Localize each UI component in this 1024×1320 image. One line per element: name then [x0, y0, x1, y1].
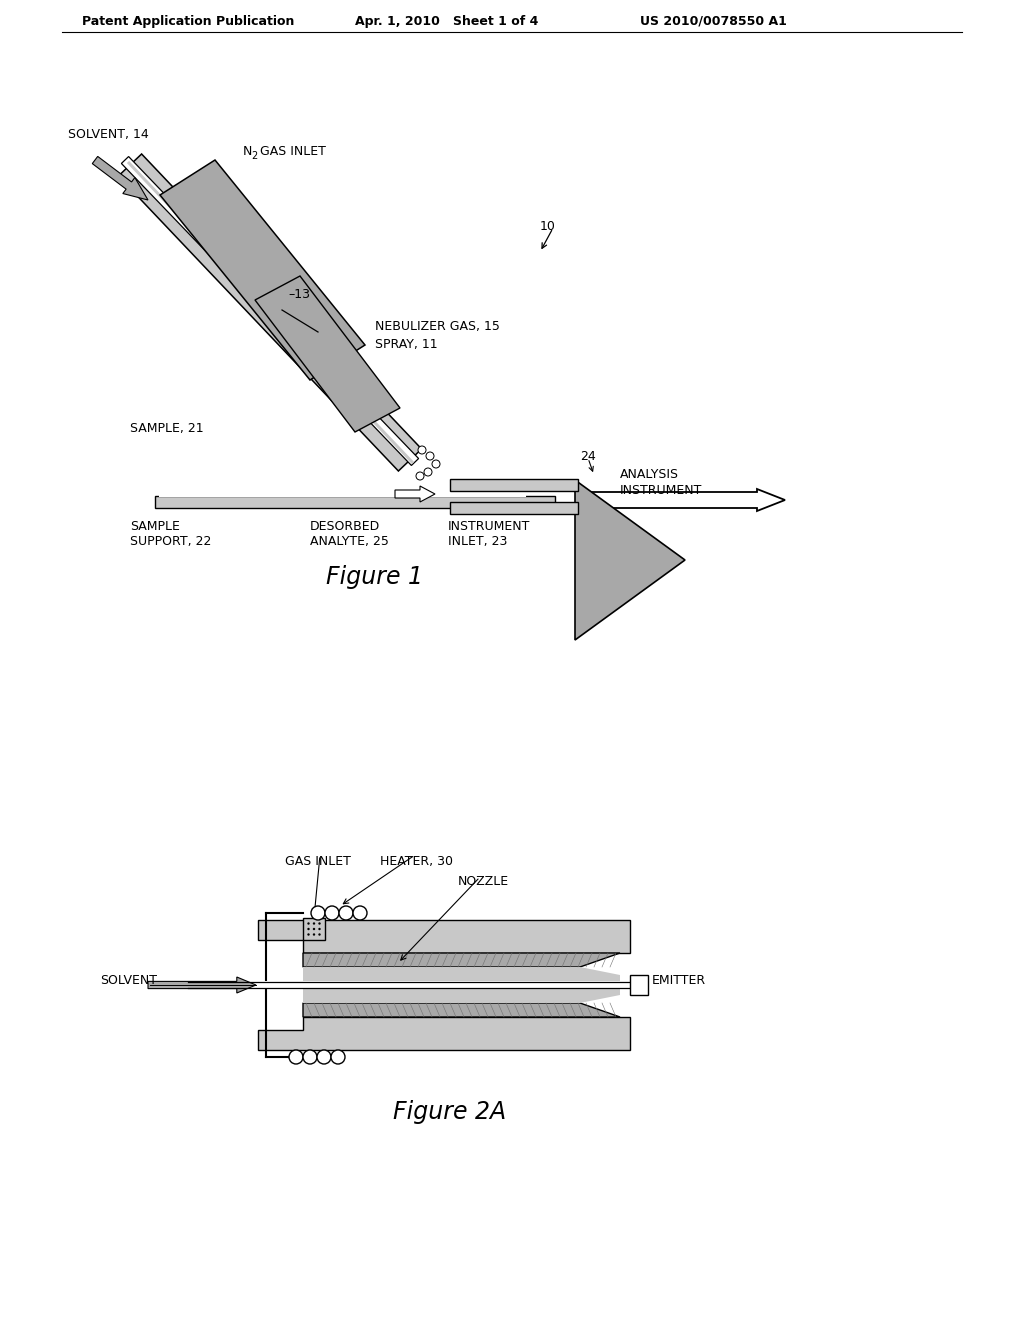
Text: 24: 24 [580, 450, 596, 463]
Polygon shape [119, 154, 422, 471]
Polygon shape [160, 160, 365, 380]
Text: 10: 10 [540, 220, 556, 234]
Text: US 2010/0078550 A1: US 2010/0078550 A1 [640, 15, 786, 28]
Text: –13: –13 [288, 288, 310, 301]
Text: SPRAY, 11: SPRAY, 11 [375, 338, 437, 351]
Text: ANALYSIS: ANALYSIS [620, 469, 679, 480]
Text: HEATER, 30: HEATER, 30 [380, 855, 453, 869]
Circle shape [424, 469, 432, 477]
Circle shape [339, 906, 353, 920]
Circle shape [312, 923, 315, 925]
Circle shape [311, 906, 325, 920]
Text: EMITTER: EMITTER [652, 974, 707, 986]
Circle shape [307, 933, 309, 936]
Text: SOLVENT, 14: SOLVENT, 14 [68, 128, 148, 141]
Circle shape [307, 923, 309, 925]
Polygon shape [92, 156, 148, 201]
Text: SAMPLE
SUPPORT, 22: SAMPLE SUPPORT, 22 [130, 520, 211, 548]
Text: N: N [243, 145, 252, 158]
Bar [450, 502, 578, 513]
Circle shape [418, 446, 426, 454]
Polygon shape [303, 1003, 620, 1016]
Circle shape [303, 1049, 317, 1064]
Text: DESORBED
ANALYTE, 25: DESORBED ANALYTE, 25 [310, 520, 389, 548]
Circle shape [325, 906, 339, 920]
Circle shape [416, 473, 424, 480]
Circle shape [307, 928, 309, 931]
Text: SAMPLE, 21: SAMPLE, 21 [130, 422, 204, 436]
Text: NOZZLE: NOZZLE [458, 875, 509, 888]
Text: GAS INLET: GAS INLET [256, 145, 326, 158]
Text: SOLVENT: SOLVENT [100, 974, 157, 986]
Polygon shape [122, 157, 419, 466]
Polygon shape [148, 977, 256, 993]
Polygon shape [195, 177, 248, 228]
Circle shape [312, 928, 315, 931]
Text: NEBULIZER GAS, 15: NEBULIZER GAS, 15 [375, 319, 500, 333]
Bar [258, 981, 630, 989]
Text: GAS INLET: GAS INLET [285, 855, 351, 869]
Text: Apr. 1, 2010   Sheet 1 of 4: Apr. 1, 2010 Sheet 1 of 4 [355, 15, 539, 28]
Polygon shape [303, 968, 620, 1003]
Polygon shape [258, 1016, 630, 1049]
Polygon shape [575, 480, 685, 640]
Text: 2: 2 [251, 150, 257, 161]
Circle shape [318, 933, 321, 936]
Circle shape [318, 928, 321, 931]
Text: INSTRUMENT
INLET, 23: INSTRUMENT INLET, 23 [449, 520, 530, 548]
Text: Patent Application Publication: Patent Application Publication [82, 15, 294, 28]
Circle shape [312, 933, 315, 936]
Polygon shape [590, 488, 785, 511]
Bar [450, 479, 578, 491]
Polygon shape [258, 920, 630, 953]
Polygon shape [127, 161, 414, 465]
Circle shape [318, 923, 321, 925]
Polygon shape [395, 486, 435, 502]
Circle shape [331, 1049, 345, 1064]
Bar [155, 496, 555, 508]
Bar [630, 975, 648, 995]
Polygon shape [303, 953, 620, 968]
Text: Figure 2A: Figure 2A [393, 1100, 507, 1125]
Polygon shape [255, 276, 400, 432]
Circle shape [432, 459, 440, 469]
Circle shape [353, 906, 367, 920]
Circle shape [289, 1049, 303, 1064]
Text: Figure 1: Figure 1 [327, 565, 424, 589]
Text: INSTRUMENT: INSTRUMENT [620, 484, 702, 498]
Bar [303, 917, 325, 940]
Circle shape [317, 1049, 331, 1064]
Circle shape [426, 451, 434, 459]
